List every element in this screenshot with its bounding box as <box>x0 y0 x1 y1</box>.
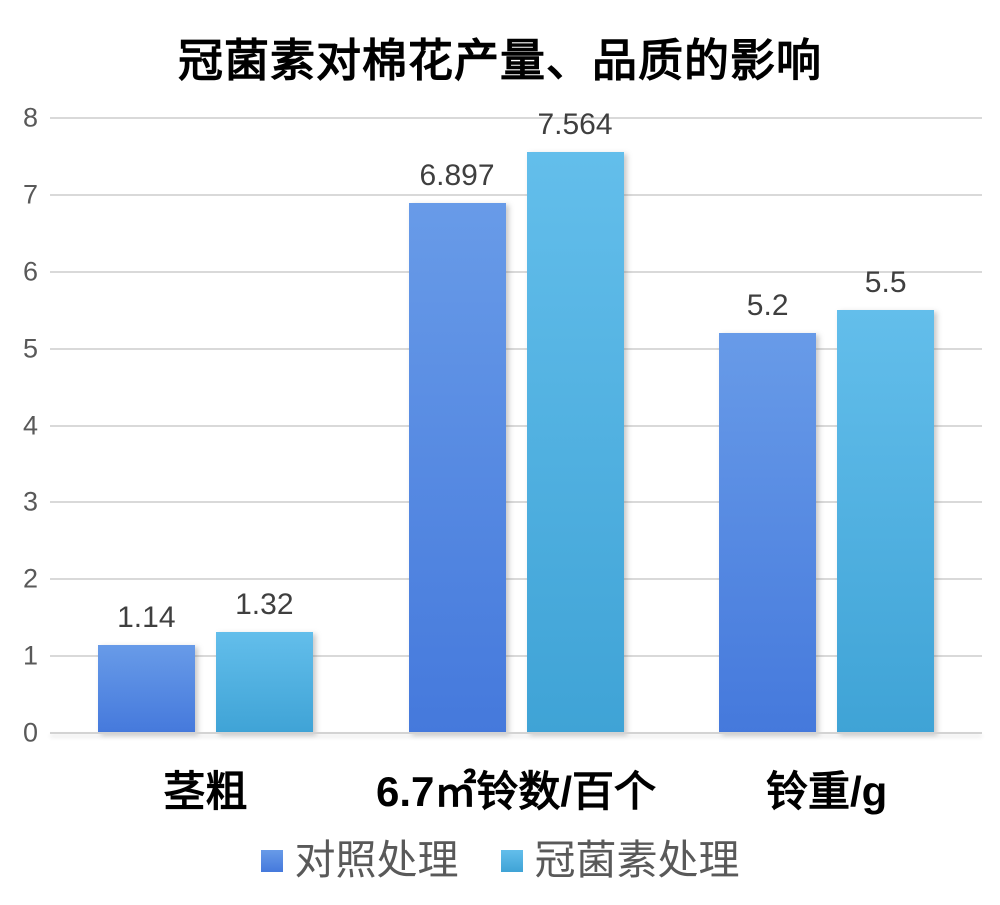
legend-item: 对照处理 <box>260 837 459 883</box>
bar-value-label: 5.2 <box>746 289 789 323</box>
y-axis-tick-label: 7 <box>22 179 38 210</box>
bar-value-label: 1.14 <box>117 601 176 635</box>
x-axis: 茎粗 6.7㎡铃数/百个 铃重/g <box>50 758 982 819</box>
gridline <box>50 270 982 273</box>
gridline <box>50 347 982 350</box>
bar-s2-g3 <box>837 310 935 733</box>
bar-value-label: 1.32 <box>235 587 294 621</box>
bar-s1-g2 <box>408 202 506 733</box>
bar-value-label: 6.897 <box>419 158 495 192</box>
y-axis-tick-label: 8 <box>22 102 38 133</box>
legend-label: 对照处理 <box>294 837 459 883</box>
y-axis-tick-label: 4 <box>22 410 38 440</box>
bar-s1-g1 <box>97 645 195 733</box>
legend-item: 冠菌素处理 <box>500 837 740 883</box>
legend: 对照处理 冠菌素处理 <box>0 840 1000 881</box>
gridline <box>50 732 982 734</box>
y-axis-tick-label: 3 <box>22 486 38 517</box>
category-label: 茎粗 <box>163 768 248 815</box>
plot-area: 1.14 6.897 5.2 1.32 7.564 5.5 <box>50 109 982 734</box>
gridline <box>50 424 982 427</box>
y-axis: 0 1 2 3 4 5 6 7 8 <box>0 104 38 746</box>
bar-s2-g1 <box>215 631 313 733</box>
bar-value-label: 5.5 <box>864 266 907 300</box>
gridline <box>50 193 982 196</box>
bar-s1-g3 <box>719 333 817 733</box>
y-axis-tick-label: 2 <box>22 563 38 594</box>
gridline <box>50 117 982 119</box>
category-label: 6.7㎡铃数/百个 <box>375 768 657 815</box>
gridline <box>50 655 982 658</box>
legend-swatch-icon <box>260 849 283 872</box>
chart-title: 冠菌素对棉花产量、品质的影响 <box>177 35 822 86</box>
legend-swatch-icon <box>500 849 523 872</box>
bar-value-label: 7.564 <box>537 107 613 141</box>
legend-label: 冠菌素处理 <box>534 837 740 883</box>
y-axis-tick-label: 0 <box>22 717 38 748</box>
y-axis-tick-label: 1 <box>22 640 38 671</box>
y-axis-tick-label: 6 <box>22 256 38 287</box>
gridline <box>50 578 982 581</box>
gridline <box>50 501 982 504</box>
category-label: 铃重/g <box>766 768 888 815</box>
y-axis-tick-label: 5 <box>22 333 38 364</box>
bar-s2-g2 <box>526 151 624 733</box>
